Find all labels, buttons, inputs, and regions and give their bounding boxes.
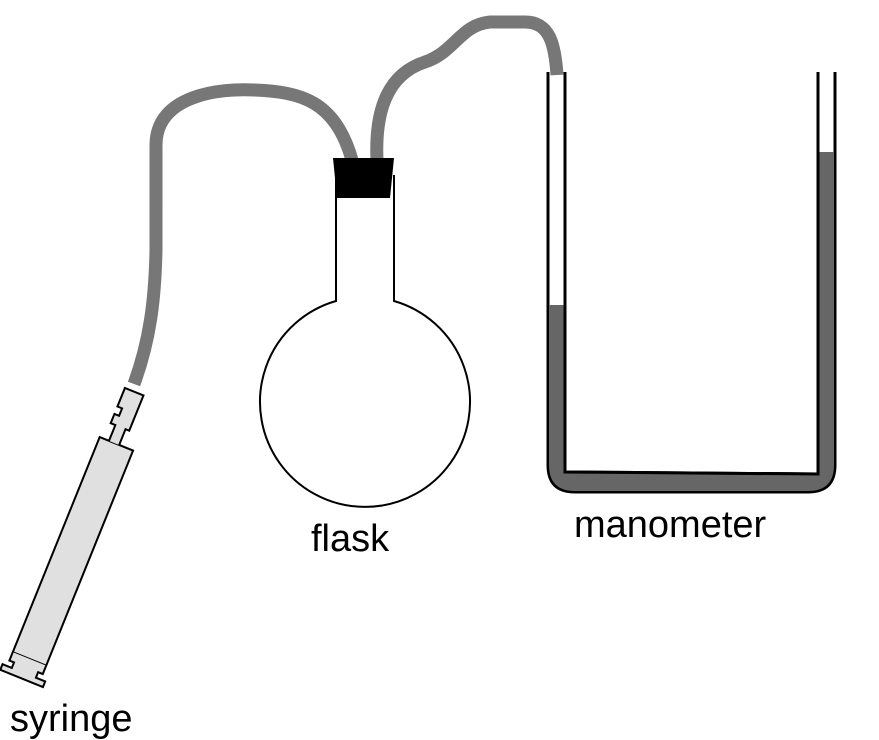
tubing-syringe-to-flask	[127, 83, 359, 387]
manometer-inner-outline	[563, 152, 820, 476]
flask-label: flask	[311, 518, 390, 560]
flask-stopper	[333, 158, 394, 198]
syringe-tip	[108, 386, 145, 446]
tubing-flask-to-manometer	[370, 15, 564, 161]
syringe-label: syringe	[10, 698, 133, 740]
manometer-label: manometer	[574, 504, 767, 546]
flask-body	[259, 175, 471, 508]
flask	[259, 158, 471, 508]
syringe-plunger-end	[0, 651, 48, 689]
manometer-inner-wall	[563, 72, 820, 476]
manometer-outer-wall	[546, 72, 837, 494]
manometer-mercury	[549, 152, 834, 491]
manometer	[546, 72, 837, 494]
syringe	[0, 386, 145, 689]
syringe-barrel	[11, 435, 135, 667]
